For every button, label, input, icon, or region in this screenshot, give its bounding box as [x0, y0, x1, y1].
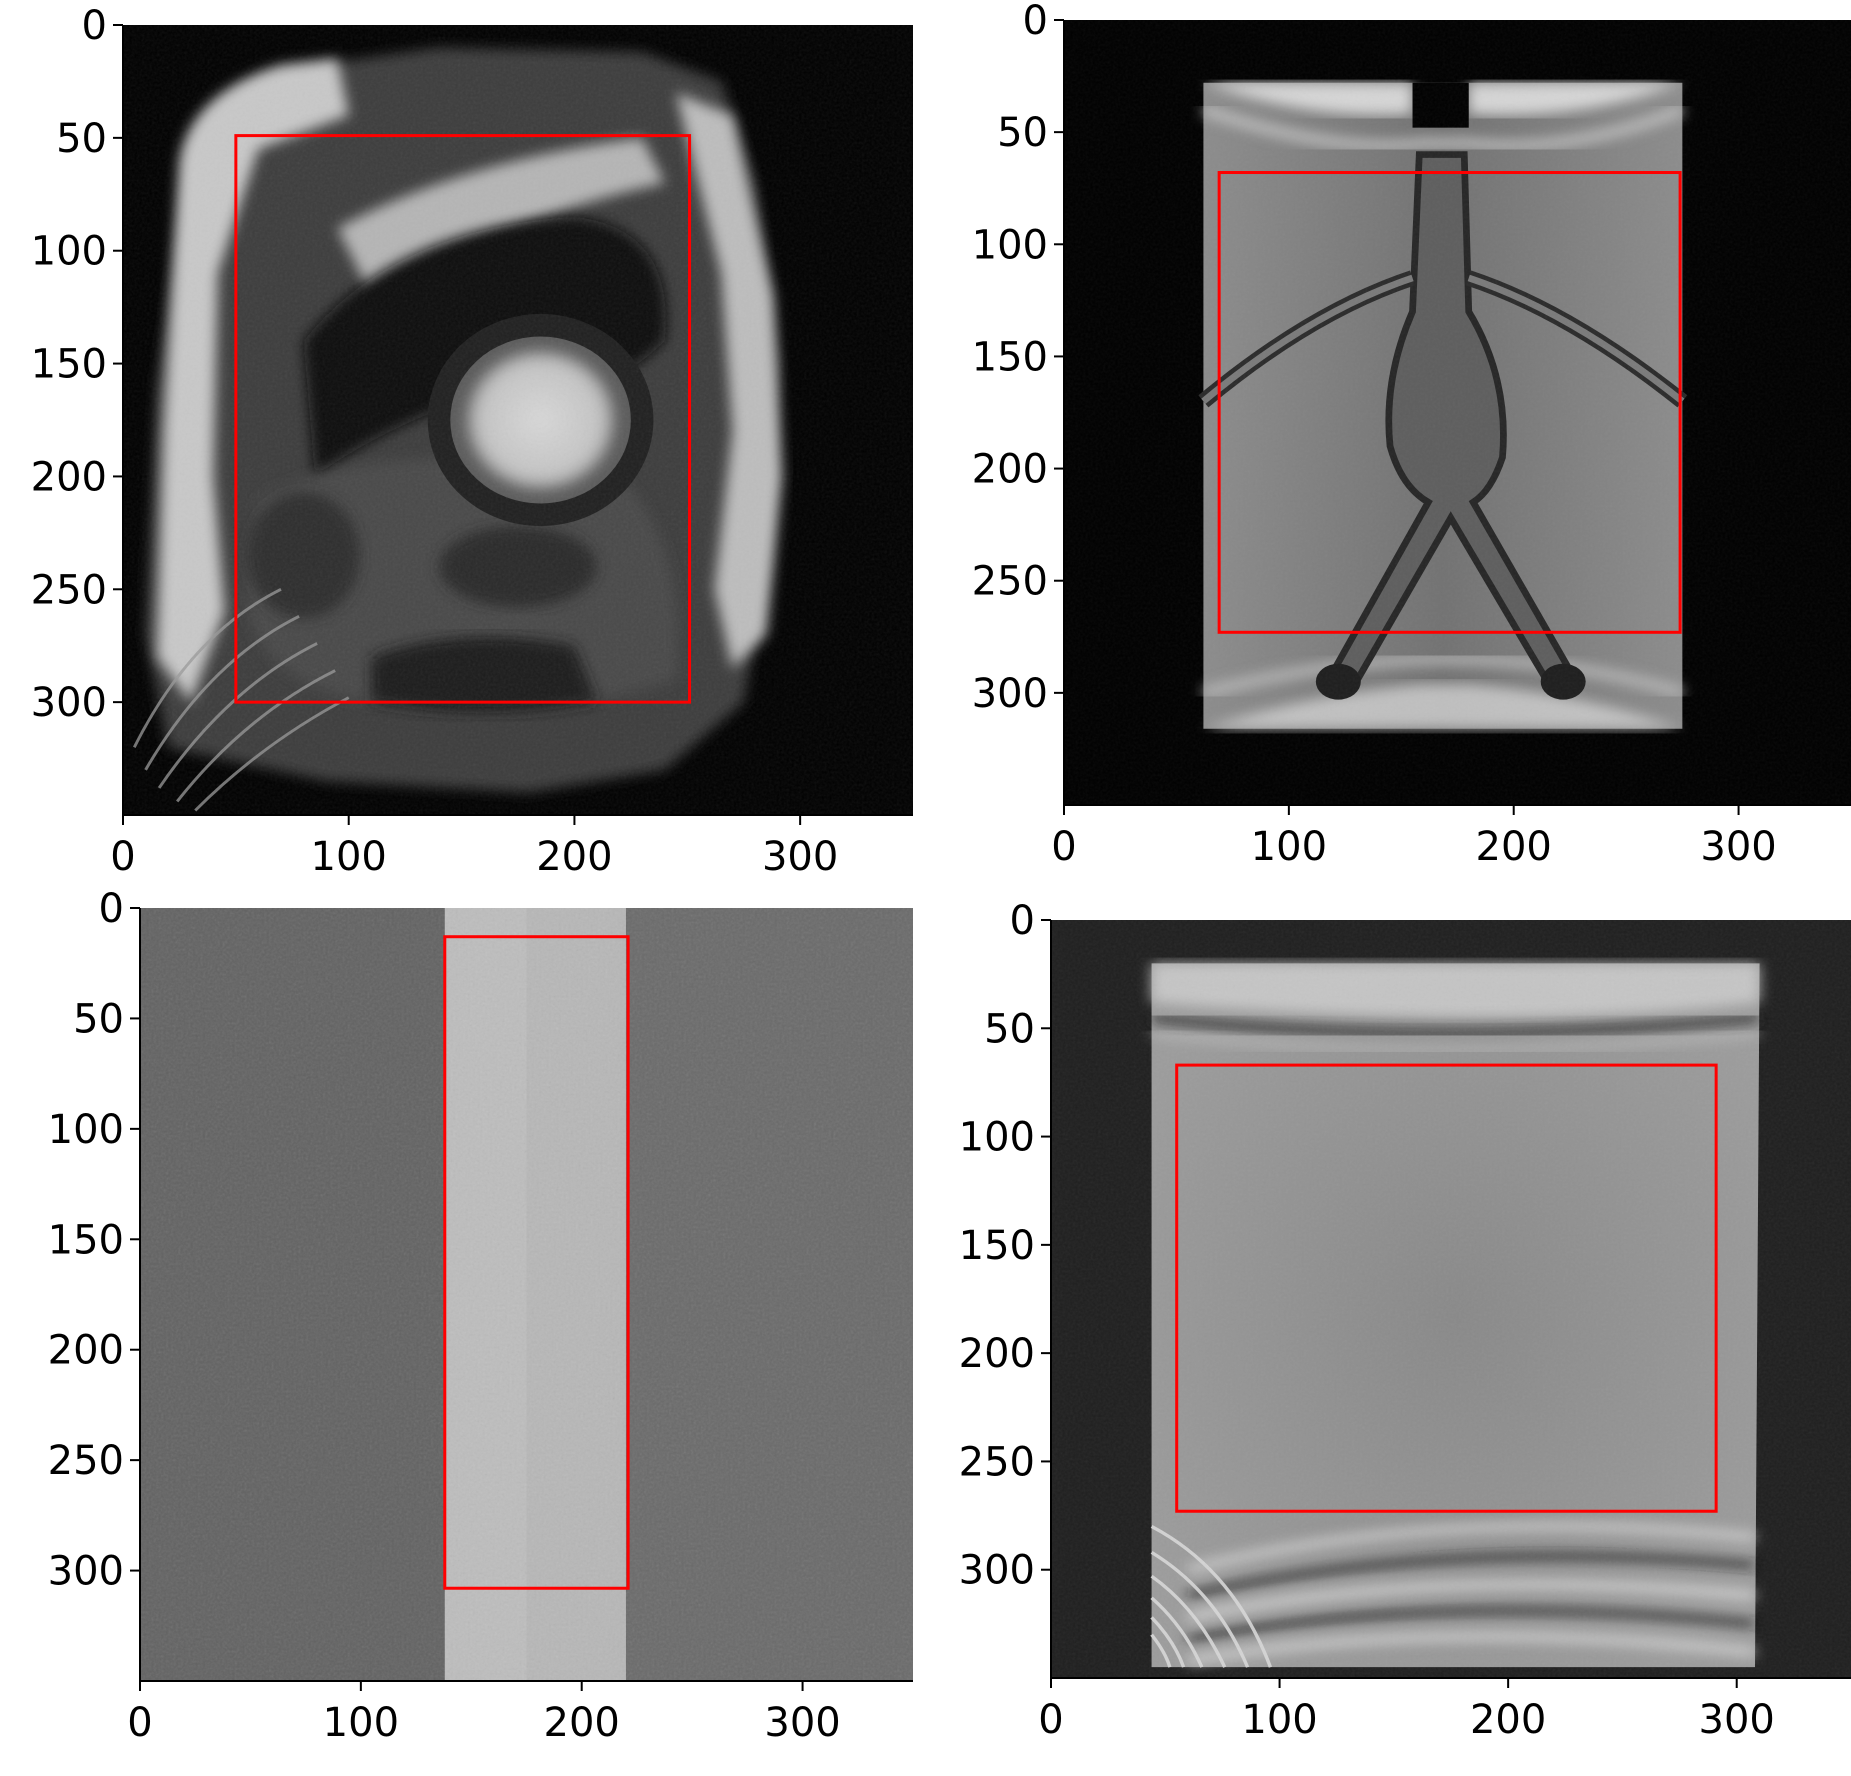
- axes: 0 100 200 300 0 50 100 150 200 250 300: [959, 898, 1851, 1743]
- bounding-box: [234, 134, 692, 704]
- y-tick-label: 300: [48, 1549, 124, 1595]
- x-tick-label: 100: [1251, 824, 1327, 870]
- y-tick-label: 300: [972, 671, 1048, 717]
- y-tick-label: 200: [972, 447, 1048, 493]
- y-tick-label: 50: [73, 996, 124, 1042]
- panel-top-right: 0 100 200 300 0 50 100 150 200 250 300: [972, 0, 1851, 870]
- x-tick-label: 300: [764, 1700, 840, 1746]
- y-tick-label: 300: [959, 1548, 1035, 1594]
- mri-image-phantom: [1051, 920, 1851, 1678]
- x-tick-label: 200: [536, 834, 612, 880]
- y-tick-label: 100: [31, 229, 107, 275]
- y-tick-label: 250: [959, 1439, 1035, 1485]
- panel-bottom-left: 0 100 200 300 0 50 100 150 200 250 300: [48, 886, 913, 1746]
- bounding-box: [1175, 1063, 1718, 1513]
- y-tick-label: 50: [56, 116, 107, 162]
- x-tick-label: 0: [1051, 824, 1076, 870]
- y-tick-label: 0: [1023, 0, 1048, 44]
- mri-image-cardiac: [123, 25, 913, 815]
- mri-image-vessel: [1064, 20, 1851, 805]
- x-tick-label: 0: [1038, 1697, 1063, 1743]
- y-tick-label: 0: [99, 886, 124, 932]
- x-tick-label: 300: [1699, 1697, 1775, 1743]
- x-tick-label: 100: [323, 1700, 399, 1746]
- y-tick-label: 100: [972, 222, 1048, 268]
- y-tick-label: 200: [31, 454, 107, 500]
- y-tick-label: 200: [48, 1328, 124, 1374]
- y-tick-label: 250: [972, 559, 1048, 605]
- x-tick-label: 300: [762, 834, 838, 880]
- y-tick-label: 150: [48, 1217, 124, 1263]
- y-tick-label: 50: [984, 1006, 1035, 1052]
- panel-top-left: 0 100 200 300 0 50 100 150 200 250 300: [31, 3, 913, 880]
- x-tick-label: 0: [110, 834, 135, 880]
- mri-image-strip: [140, 908, 913, 1681]
- panel-bottom-right: 0 100 200 300 0 50 100 150 200 250 300: [959, 898, 1851, 1743]
- y-tick-label: 150: [959, 1223, 1035, 1269]
- x-tick-label: 100: [1241, 1697, 1317, 1743]
- x-tick-label: 100: [311, 834, 387, 880]
- y-tick-label: 150: [31, 342, 107, 388]
- y-tick-label: 100: [48, 1107, 124, 1153]
- x-tick-label: 0: [127, 1700, 152, 1746]
- x-tick-label: 200: [1470, 1697, 1546, 1743]
- axes: 0 100 200 300 0 50 100 150 200 250 300: [972, 0, 1851, 870]
- bounding-box: [1217, 171, 1682, 634]
- y-tick-label: 150: [972, 334, 1048, 380]
- x-tick-label: 200: [544, 1700, 620, 1746]
- y-tick-label: 50: [997, 110, 1048, 156]
- y-tick-label: 250: [31, 567, 107, 613]
- x-tick-label: 200: [1476, 824, 1552, 870]
- axes: 0 100 200 300 0 50 100 150 200 250 300: [48, 886, 913, 1746]
- axes: 0 100 200 300 0 50 100 150 200 250 300: [31, 3, 913, 880]
- y-tick-label: 0: [1010, 898, 1035, 944]
- y-tick-label: 250: [48, 1438, 124, 1484]
- y-tick-label: 0: [82, 3, 107, 49]
- y-tick-label: 300: [31, 680, 107, 726]
- y-tick-label: 100: [959, 1115, 1035, 1161]
- x-tick-label: 300: [1700, 824, 1776, 870]
- y-tick-label: 200: [959, 1331, 1035, 1377]
- bounding-box: [443, 935, 630, 1590]
